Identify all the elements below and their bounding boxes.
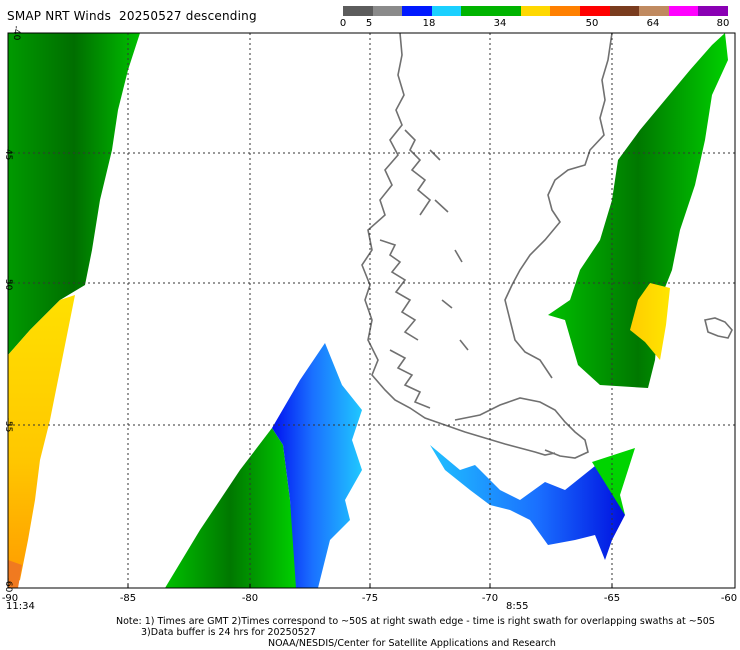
lon-label-90: -90 xyxy=(2,593,18,604)
note-line-2: 3)Data buffer is 24 hrs for 20250527 xyxy=(141,627,316,638)
coastline-falklands xyxy=(704,317,733,339)
lon-label-70: -70 xyxy=(482,593,498,604)
gridlines xyxy=(8,33,735,588)
colorbar-label-50: 50 xyxy=(585,18,599,29)
wind-swath-south-green xyxy=(592,448,635,515)
lat-label-40: -40 xyxy=(11,26,21,41)
colorbar-segment-calm xyxy=(343,6,373,16)
wind-swath-mid-green xyxy=(165,428,296,588)
lat-label-60: -60 xyxy=(3,578,13,593)
lon-labels: -90 -85 -80 -75 -70 -65 -60 xyxy=(2,593,737,604)
lat-label-55: -55 xyxy=(3,418,13,433)
lon-label-85: -85 xyxy=(120,593,136,604)
lakes xyxy=(429,149,469,351)
coastline-atlantic xyxy=(504,32,613,379)
colorbar-segment-blue-dark xyxy=(402,6,432,16)
lon-label-75: -75 xyxy=(362,593,378,604)
coastline-tierra-del-fuego xyxy=(454,397,589,459)
colorbar-label-5: 5 xyxy=(365,18,373,29)
coastline-fjords-3 xyxy=(389,349,431,409)
colorbar-segment-green xyxy=(461,6,521,16)
colorbar-label-18: 18 xyxy=(422,18,436,29)
colorbar-segment-red xyxy=(579,6,610,16)
ticks xyxy=(8,152,613,588)
wind-swath-west-orange xyxy=(8,560,22,588)
colorbar-label-34: 34 xyxy=(493,18,507,29)
lon-label-60: -60 xyxy=(721,593,737,604)
coastline-pacific xyxy=(361,32,556,456)
lat-label-50: -50 xyxy=(3,276,13,291)
colorbar-segment-light xyxy=(372,6,403,16)
wind-swath-east-green xyxy=(548,33,728,388)
colorbar-segment-magenta xyxy=(668,6,699,16)
swath-time-center: 8:55 xyxy=(506,601,528,612)
colorbar-label-0: 0 xyxy=(339,18,347,29)
wind-swath-west-green xyxy=(8,33,140,355)
coastline xyxy=(361,32,733,459)
note-line-3: NOAA/NESDIS/Center for Satellite Applica… xyxy=(268,638,556,649)
colorbar-segment-blue-light xyxy=(431,6,462,16)
colorbar-segment-purple xyxy=(698,6,728,16)
wind-swath-mid-blue xyxy=(272,343,362,588)
wind-speed-colorbar xyxy=(343,6,728,16)
colorbar-label-64: 64 xyxy=(646,18,660,29)
swath-time-west: 11:34 xyxy=(6,601,35,612)
lon-label-80: -80 xyxy=(242,593,258,604)
coastline-fjords-1 xyxy=(404,129,432,216)
note-line-1: Note: 1) Times are GMT 2)Times correspon… xyxy=(116,616,715,627)
lon-label-65: -65 xyxy=(604,593,620,604)
map-title: SMAP NRT Winds 20250527 descending xyxy=(7,9,257,23)
lat-label-45: -45 xyxy=(3,146,13,161)
colorbar-segment-yellow xyxy=(520,6,551,16)
wind-swath-south-blue xyxy=(430,445,625,560)
coastline-fjords-2 xyxy=(379,239,419,341)
colorbar-labels: 0 5 18 34 50 64 80 xyxy=(330,18,740,32)
wind-swath-east-yellow xyxy=(630,283,670,360)
colorbar-label-80: 80 xyxy=(716,18,730,29)
lat-labels: -40 -45 -50 -55 -60 xyxy=(3,26,21,593)
colorbar-segment-orange xyxy=(550,6,580,16)
colorbar-segment-brown xyxy=(609,6,640,16)
map-frame xyxy=(7,32,736,589)
wind-swath-west-yellow xyxy=(8,295,75,588)
colorbar-segment-tan xyxy=(639,6,669,16)
